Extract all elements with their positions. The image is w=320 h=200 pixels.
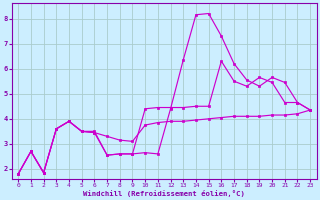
X-axis label: Windchill (Refroidissement éolien,°C): Windchill (Refroidissement éolien,°C) [83, 190, 245, 197]
